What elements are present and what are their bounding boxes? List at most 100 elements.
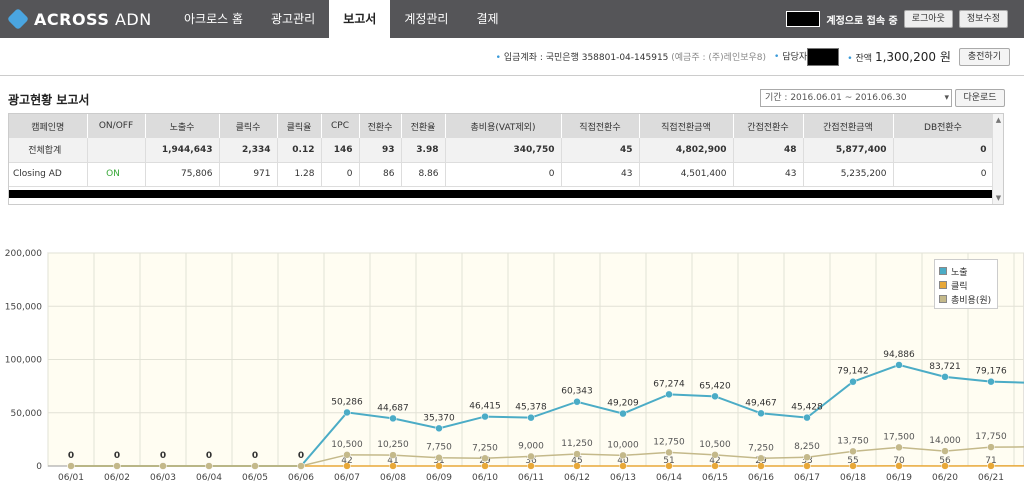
data-label-cost: 7,750 [426, 443, 452, 453]
y-tick-label: 150,000 [5, 302, 42, 312]
data-point-impressions [435, 424, 443, 433]
column-header[interactable]: 전환수 [359, 114, 402, 138]
edit-profile-button[interactable]: 정보수정 [958, 10, 1008, 28]
scroll-down-icon[interactable]: ▼ [995, 194, 1002, 202]
legend-item-cost[interactable]: 총비용(원) [939, 292, 993, 306]
data-label-clicks: 41 [387, 456, 398, 466]
table-cell: 86 [359, 162, 402, 187]
charge-button[interactable]: 충전하기 [958, 47, 1010, 66]
column-header[interactable]: 클릭율 [277, 114, 322, 138]
logout-button[interactable]: 로그아웃 [903, 10, 953, 28]
total-cell: 93 [359, 138, 402, 163]
nav-item-ad-management[interactable]: 광고관리 [271, 12, 316, 26]
column-header[interactable]: 노출수 [145, 114, 220, 138]
column-header[interactable]: 총비용(VAT제외) [445, 114, 562, 138]
bullet-icon: • [495, 53, 501, 63]
x-tick-label: 06/11 [518, 473, 544, 483]
column-header[interactable]: 간접전환금액 [803, 114, 894, 138]
download-button[interactable]: 다운로드 [955, 89, 1005, 107]
data-label-clicks: 71 [985, 456, 996, 466]
data-label-cost: 10,250 [377, 440, 409, 450]
total-cell: 2,334 [219, 138, 278, 163]
data-point-cost [803, 453, 811, 461]
data-point-cost [251, 462, 259, 470]
legend-item-impressions[interactable]: 노출 [939, 264, 993, 278]
brand-logo[interactable]: ACROSS ADN [6, 7, 152, 31]
data-label-impressions: 49,209 [607, 399, 639, 409]
data-label-cost: 12,750 [653, 437, 685, 447]
x-tick-label: 06/08 [380, 473, 406, 483]
legend-item-clicks[interactable]: 클릭 [939, 278, 993, 292]
data-label-impressions: 94,886 [883, 350, 915, 360]
table-row[interactable]: Closing AD ON 75,806 971 1.28 0 86 8.86 0 43 4,501… [9, 162, 994, 187]
data-point-clicks [573, 462, 581, 470]
data-label-impressions: 44,687 [377, 403, 409, 413]
data-point-impressions [711, 392, 719, 401]
data-label-impressions: 65,420 [699, 381, 731, 391]
data-point-clicks [803, 462, 811, 470]
table-header-row: 캠페인명 ON/OFF 노출수 클릭수 클릭율 CPC 전환수 전환율 총비용(VAT제외) 직접… [9, 114, 994, 138]
column-header[interactable]: 캠페인명 [9, 114, 88, 138]
column-header[interactable]: 클릭수 [219, 114, 278, 138]
x-tick-label: 06/17 [794, 473, 820, 483]
data-point-cost [159, 462, 167, 470]
total-cell: 4,802,900 [639, 138, 734, 163]
scroll-up-icon[interactable]: ▲ [995, 116, 1002, 124]
table-cell: 43 [733, 162, 804, 187]
x-tick-label: 06/20 [932, 473, 958, 483]
data-point-cost [757, 454, 765, 463]
brand-name: ACROSS ADN [34, 10, 152, 29]
table-cell: 0 [893, 162, 994, 187]
total-cell: 0.12 [277, 138, 322, 163]
data-label-cost: 9,000 [518, 441, 544, 451]
data-label-impressions: 0 [206, 451, 212, 461]
data-label-impressions: 79,142 [837, 367, 869, 377]
x-tick-label: 06/02 [104, 473, 130, 483]
bullet-icon: • [847, 54, 853, 64]
data-point-impressions [987, 377, 995, 386]
data-point-cost [205, 462, 213, 470]
data-label-impressions: 45,428 [791, 403, 823, 413]
x-tick-label: 06/01 [58, 473, 84, 483]
nav-item-payment[interactable]: 결제 [476, 12, 499, 26]
data-label-impressions: 79,176 [975, 367, 1007, 377]
data-point-impressions [619, 409, 627, 418]
x-tick-label: 06/05 [242, 473, 268, 483]
column-header[interactable]: 전환율 [401, 114, 446, 138]
logo-icon [6, 7, 30, 31]
column-header[interactable]: ON/OFF [87, 114, 146, 138]
column-header[interactable]: 간접전환수 [733, 114, 804, 138]
nav-item-home[interactable]: 아크로스 홈 [184, 12, 244, 26]
campaign-name-cell[interactable]: Closing AD [9, 162, 88, 187]
data-label-cost: 10,500 [699, 440, 731, 450]
data-point-impressions [849, 377, 857, 386]
data-point-cost [343, 451, 351, 459]
data-label-impressions: 0 [114, 451, 120, 461]
table-cell: 971 [219, 162, 278, 187]
data-point-clicks [757, 462, 765, 470]
column-header[interactable]: 직접전환수 [561, 114, 640, 138]
date-range-select[interactable]: 기간 : 2016.06.01 ~ 2016.06.30 [760, 89, 952, 107]
y-tick-label: 200,000 [5, 249, 42, 259]
data-point-impressions [343, 408, 351, 417]
data-point-impressions [757, 409, 765, 418]
bullet-icon: • [774, 52, 780, 62]
data-label-clicks: 42 [709, 456, 720, 466]
data-label-cost: 17,750 [975, 432, 1007, 442]
column-header[interactable]: CPC [321, 114, 360, 138]
table-cell: 75,806 [145, 162, 220, 187]
nav-item-reports[interactable]: 보고서 [329, 0, 391, 38]
total-cell: 146 [321, 138, 360, 163]
data-point-cost [987, 443, 995, 451]
total-cell: 0 [893, 138, 994, 163]
data-point-cost [297, 462, 305, 470]
x-tick-label: 06/21 [978, 473, 1004, 483]
data-point-cost [665, 448, 673, 457]
manager-label: 담당자 [782, 52, 808, 62]
column-header[interactable]: 직접전환금액 [639, 114, 734, 138]
column-header[interactable]: DB전환수 [893, 114, 994, 138]
nav-item-account-management[interactable]: 계정관리 [404, 12, 449, 26]
x-tick-label: 06/14 [656, 473, 682, 483]
total-cell: 전체합계 [9, 138, 88, 163]
table-scrollbar[interactable]: ▲ ▼ [992, 114, 1003, 204]
